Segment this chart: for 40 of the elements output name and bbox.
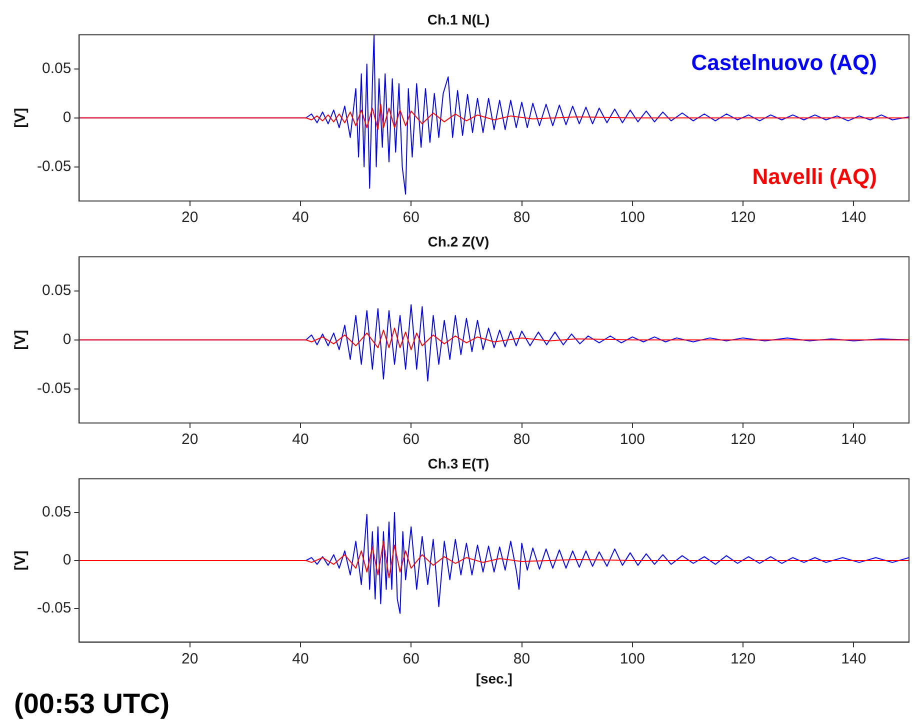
x-tick-label: 80: [513, 650, 530, 668]
x-tick-label: 80: [513, 209, 530, 226]
x-tick-label: 100: [620, 431, 645, 448]
x-tick-label: 140: [841, 209, 866, 226]
x-tick-label: 60: [402, 431, 420, 448]
y-tick-label: -0.05: [36, 600, 72, 617]
chart-title: Ch.3 E(T): [428, 455, 490, 472]
chart-title: Ch.1 N(L): [427, 11, 490, 28]
y-tick-label: -0.05: [36, 158, 72, 175]
text: Navelli (AQ): [752, 164, 877, 190]
y-tick-label: 0.05: [42, 60, 72, 78]
x-tick-label: 20: [181, 650, 198, 668]
x-tick-label: 120: [730, 650, 756, 668]
x-tick-label: 100: [620, 209, 645, 226]
x-tick-label: 20: [181, 209, 198, 226]
y-axis-title: [V]: [12, 330, 30, 350]
x-tick-label: 120: [730, 431, 756, 448]
y-axis-title: [V]: [12, 108, 30, 128]
y-tick-label: 0.05: [42, 504, 72, 521]
text: (00:53 UTC): [13, 688, 171, 720]
y-axis-title: [V]: [12, 550, 30, 570]
y-tick-label: 0: [62, 331, 72, 348]
x-tick-label: 100: [620, 650, 645, 668]
x-tick-label: 140: [841, 650, 866, 668]
x-tick-label: 40: [292, 209, 309, 226]
x-tick-label: 140: [841, 431, 866, 448]
x-tick-label: 80: [513, 431, 530, 448]
x-tick-label: 40: [292, 650, 309, 668]
x-tick-label: 60: [402, 650, 420, 668]
y-tick-label: 0: [62, 552, 72, 569]
y-tick-label: -0.05: [36, 380, 72, 397]
y-tick-label: 0.05: [42, 282, 72, 300]
x-tick-label: 40: [292, 431, 309, 448]
x-tick-label: 120: [730, 209, 756, 226]
y-tick-label: 0: [62, 109, 72, 126]
x-tick-label: 20: [181, 431, 198, 448]
series-label: Castelnuovo (AQ): [691, 50, 877, 75]
x-tick-label: 60: [402, 209, 420, 226]
x-axis-title: [sec.]: [476, 670, 512, 686]
chart-title: Ch.2 Z(V): [428, 233, 490, 250]
